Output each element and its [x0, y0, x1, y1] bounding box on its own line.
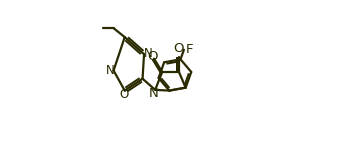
Text: F: F [186, 43, 194, 56]
Text: O: O [120, 88, 129, 101]
Text: N: N [106, 64, 114, 77]
Text: O: O [174, 42, 184, 55]
Text: O: O [147, 50, 157, 63]
Text: N: N [143, 47, 152, 60]
Text: N: N [149, 87, 158, 100]
